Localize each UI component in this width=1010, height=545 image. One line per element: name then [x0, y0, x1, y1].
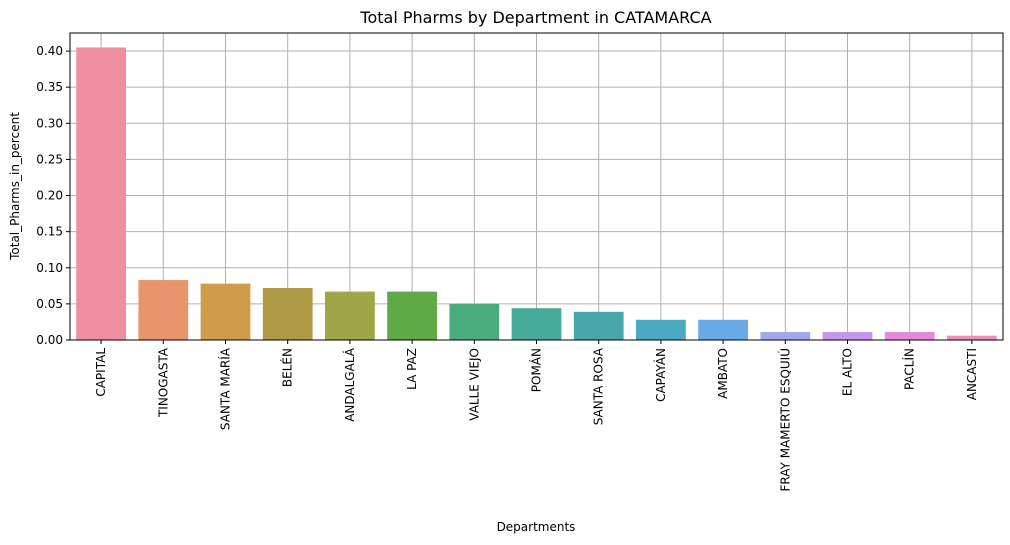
x-tick-label: AMBATO [716, 348, 730, 399]
x-tick-label: LA PAZ [405, 348, 419, 390]
bar [76, 47, 126, 341]
x-tick-label: ANCASTI [965, 348, 979, 400]
chart-title: Total Pharms by Department in CATAMARCA [359, 8, 711, 27]
bar [636, 319, 686, 340]
x-axis-label: Departments [497, 520, 576, 534]
x-tick-label: ANDALGALÁ [342, 347, 357, 422]
y-tick-label: 0.15 [36, 225, 63, 239]
bars-layer [76, 47, 997, 341]
x-ticks: CAPITAL TINOGASTA SANTA MARÍA BELÉN ANDALGAL… [94, 340, 979, 491]
y-tick-label: 0.20 [36, 189, 63, 203]
x-tick-label: SANTA ROSA [592, 347, 606, 425]
bar [573, 311, 624, 340]
x-tick-label: CAPITAL [94, 348, 108, 397]
y-tick-label: 0.10 [36, 261, 63, 275]
y-tick-label: 0.40 [36, 44, 63, 58]
x-tick-label: PACLÍN [902, 348, 917, 390]
bar [698, 319, 748, 340]
y-ticks: 0.00 0.05 0.10 0.15 0.20 0.25 0.30 0.35 0.40 [36, 44, 70, 347]
bar [387, 291, 437, 340]
x-tick-label: FRAY MAMERTO ESQUIÚ [777, 348, 792, 491]
y-tick-label: 0.05 [36, 297, 63, 311]
x-tick-label: SANTA MARÍA [218, 347, 233, 430]
bar [822, 332, 873, 340]
grid-layer [70, 33, 1003, 341]
y-tick-label: 0.30 [36, 116, 63, 130]
y-tick-label: 0.00 [36, 333, 63, 347]
bar [511, 308, 562, 340]
bar [884, 332, 935, 340]
x-tick-label: BELÉN [280, 348, 295, 387]
bar [262, 287, 313, 340]
bar [947, 335, 997, 340]
x-tick-label: POMÁN [529, 348, 544, 392]
x-tick-label: TINOGASTA [156, 347, 170, 418]
x-tick-label: CAPAYÁN [653, 348, 668, 402]
x-tick-label: VALLE VIEJO [467, 348, 481, 421]
bar [449, 303, 500, 340]
x-tick-label: EL ALTO [841, 348, 855, 396]
bar [760, 332, 811, 340]
bar [325, 291, 375, 340]
y-axis-label: Total_Pharms_in_percent [8, 112, 22, 261]
y-tick-label: 0.35 [36, 80, 63, 94]
bar [200, 283, 251, 340]
bar [138, 280, 189, 340]
y-tick-label: 0.25 [36, 152, 63, 166]
